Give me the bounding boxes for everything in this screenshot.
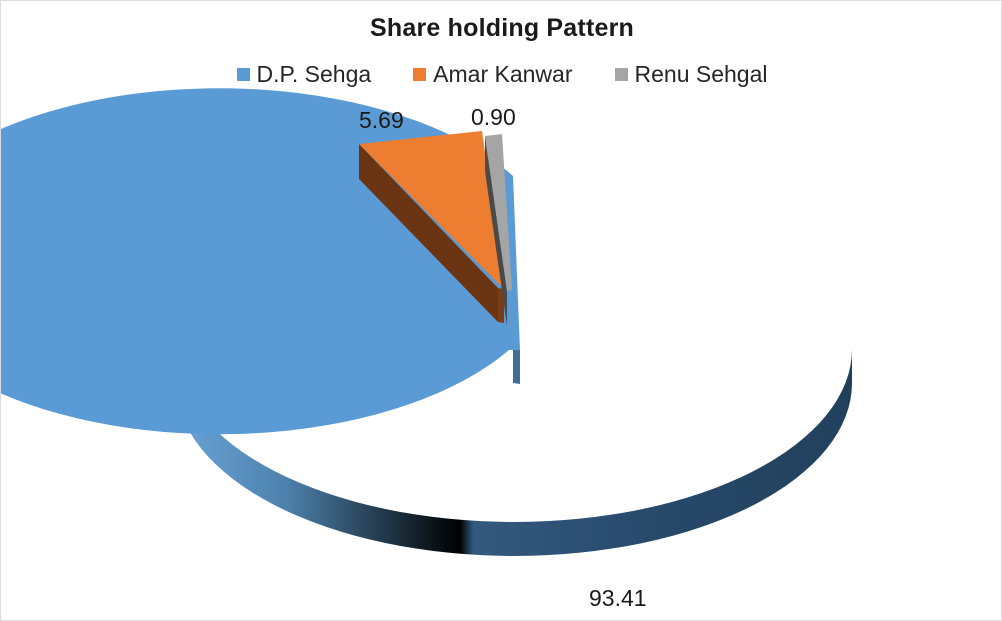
pie-slice-dp-sehga-cut-face xyxy=(513,349,520,384)
data-label-amar-kanwar: 5.69 xyxy=(359,107,404,133)
legend-label-renu-sehgal: Renu Sehgal xyxy=(634,61,768,87)
pie-slice-renu-sehgal-top xyxy=(485,134,512,291)
data-label-renu-sehgal: 0.90 xyxy=(471,104,516,130)
pie-slice-amar-kanwar-wall xyxy=(359,144,498,322)
pie-slice-renu-sehgal-wall xyxy=(485,136,507,326)
legend-swatch-orange-icon xyxy=(413,68,427,81)
legend-item-amar-kanwar[interactable]: Amar Kanwar xyxy=(413,61,573,87)
chart-legend: D.P. Sehga Amar Kanwar Renu Sehgal xyxy=(1,61,1001,87)
legend-label-amar-kanwar: Amar Kanwar xyxy=(433,61,573,87)
legend-label-dp-sehga: D.P. Sehga xyxy=(256,61,372,87)
legend-swatch-blue-icon xyxy=(236,68,250,81)
data-label-dp-sehga: 93.41 xyxy=(589,585,647,611)
chart-title: Share holding Pattern xyxy=(370,14,634,42)
pie-slice-amar-kanwar[interactable] xyxy=(359,131,504,323)
pie-slice-amar-kanwar-top xyxy=(359,131,504,289)
pie-slice-amar-kanwar-front-wall xyxy=(498,288,504,323)
pie-slice-dp-sehga-wall xyxy=(176,349,852,556)
pie-slice-renu-sehgal[interactable] xyxy=(485,134,512,326)
legend-swatch-gray-icon xyxy=(614,68,628,81)
legend-item-renu-sehgal[interactable]: Renu Sehgal xyxy=(614,61,768,87)
legend-item-dp-sehga[interactable]: D.P. Sehga xyxy=(236,61,372,87)
